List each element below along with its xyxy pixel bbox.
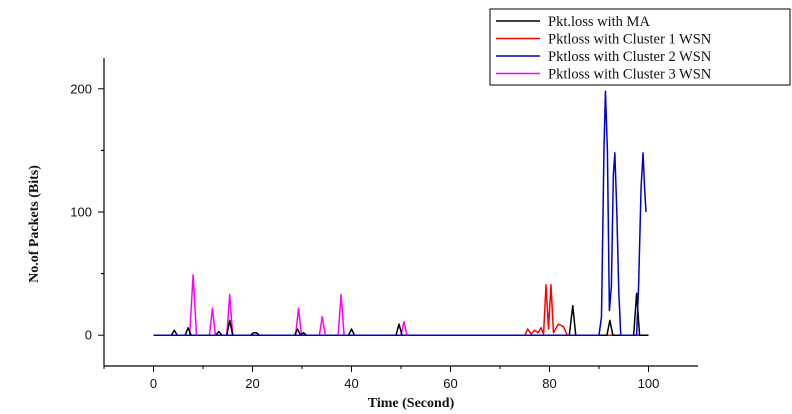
x-tick-label: 0: [150, 376, 157, 391]
series-line-2: [153, 283, 649, 336]
y-tick-label: 200: [70, 81, 92, 96]
x-tick-label: 100: [638, 376, 660, 391]
legend-label-1: Pkt.loss with MA: [548, 14, 650, 30]
x-axis-title: Time (Second): [368, 396, 455, 411]
y-tick-label: 100: [70, 205, 92, 220]
y-axis-ticks: 0 100 200: [70, 81, 104, 343]
legend-label-2: Pktloss with Cluster 1 WSN: [548, 32, 712, 48]
legend: Pkt.loss with MA Pktloss with Cluster 1 W…: [489, 8, 791, 86]
x-tick-label: 40: [344, 376, 358, 391]
x-tick-label: 80: [542, 376, 556, 391]
series-line-3: [153, 90, 647, 336]
series-layer: [153, 90, 649, 336]
x-tick-label: 60: [443, 376, 457, 391]
y-tick-label: 0: [85, 328, 92, 343]
legend-label-3: Pktloss with Cluster 2 WSN: [548, 49, 712, 65]
legend-label-4: Pktloss with Cluster 3 WSN: [548, 67, 712, 83]
x-tick-label: 20: [245, 376, 259, 391]
x-axis-ticks: 0 20 40 60 80 100: [103, 366, 660, 391]
y-axis-title: No.of Packets (Bits): [27, 165, 42, 283]
